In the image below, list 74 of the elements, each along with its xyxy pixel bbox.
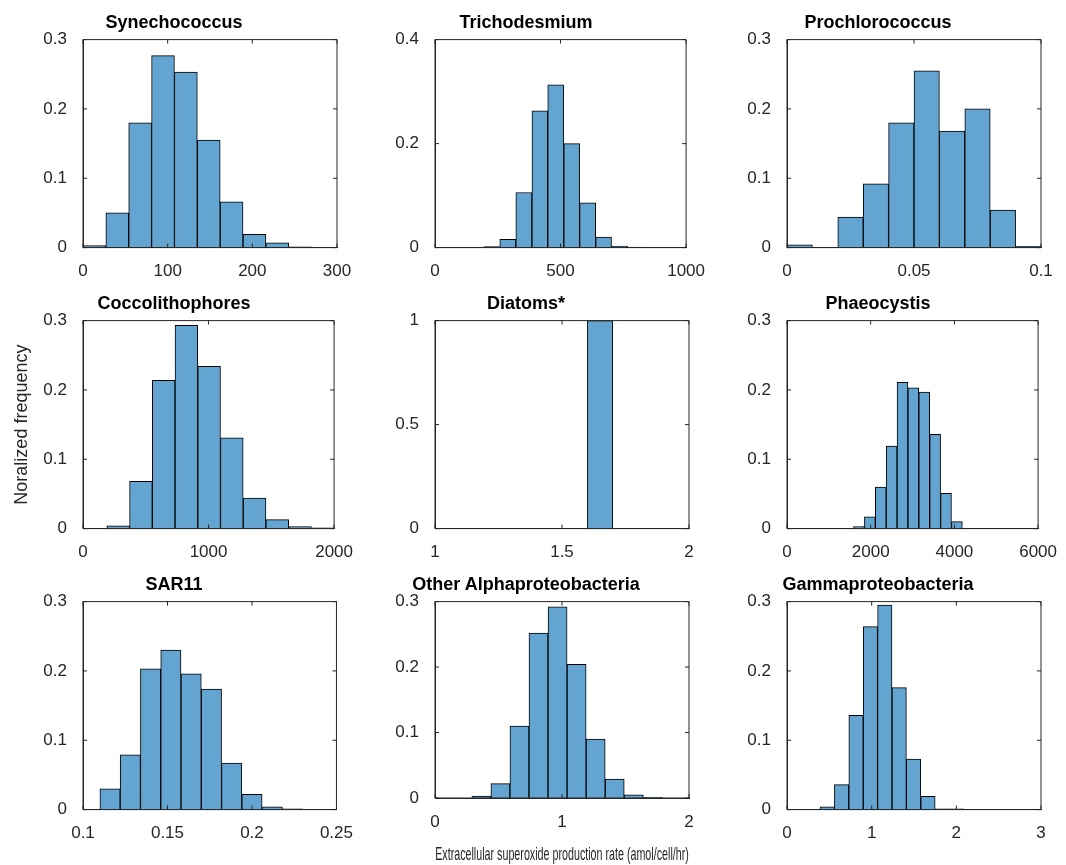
y-tick-label: 0.3 — [43, 591, 67, 611]
x-tick-label: 200 — [238, 261, 267, 281]
chart-title: Prochlorococcus — [804, 11, 952, 32]
x-tick-label: 3 — [1036, 823, 1046, 843]
x-tick-label: 2 — [684, 542, 694, 562]
chart-title: Diatoms* — [486, 292, 566, 313]
x-tick-label: 1 — [557, 811, 567, 831]
y-tick-label: 0.2 — [747, 660, 771, 680]
chart-title: Coccolithophores — [97, 292, 251, 313]
y-tick-label: 0.2 — [43, 660, 67, 680]
x-tick-label: 0 — [782, 261, 792, 281]
x-tick-label: 1 — [866, 823, 877, 843]
x-tick-label: 0.25 — [319, 823, 353, 843]
y-tick-label: 0 — [761, 237, 771, 257]
x-tick-label: 0 — [782, 542, 792, 562]
chart-title: Phaeocystis — [825, 292, 931, 313]
x-tick-label: 1000 — [189, 542, 228, 562]
y-tick-label: 0.2 — [43, 98, 67, 118]
y-tick-label: 0.1 — [395, 722, 419, 742]
y-tick-label: 0.1 — [43, 167, 67, 187]
x-tick-label: 0 — [782, 823, 792, 843]
x-tick-label: 1 — [430, 542, 440, 562]
x-tick-label: 2000 — [851, 542, 890, 562]
x-tick-label: 0 — [430, 811, 440, 831]
y-axis-title: Noralized frequency — [10, 344, 31, 505]
x-tick-label: 2 — [684, 811, 694, 831]
y-tick-label: 0.3 — [43, 29, 67, 49]
x-tick-label: 0.2 — [240, 823, 264, 843]
x-tick-label: 100 — [153, 261, 182, 281]
y-tick-label: 0.4 — [395, 29, 419, 49]
y-tick-label: 0.1 — [43, 448, 67, 468]
y-tick-label: 1 — [409, 310, 419, 330]
y-tick-label: 0.1 — [747, 729, 771, 749]
y-tick-label: 0.2 — [747, 98, 771, 118]
y-tick-label: 0.3 — [395, 591, 419, 611]
y-tick-label: 0.3 — [747, 310, 771, 330]
x-tick-label: 0.1 — [71, 823, 95, 843]
x-tick-label: 6000 — [1019, 542, 1057, 562]
y-tick-label: 0.2 — [395, 656, 419, 676]
y-tick-label: 0.5 — [395, 414, 419, 434]
y-tick-label: 0.2 — [747, 379, 771, 399]
chart-title: Other Alphaproteobacteria — [412, 573, 641, 594]
x-tick-label: 1000 — [667, 261, 705, 281]
x-tick-label: 0 — [78, 542, 88, 562]
y-tick-label: 0.2 — [43, 379, 67, 399]
y-tick-label: 0.1 — [747, 448, 771, 468]
y-tick-label: 0 — [57, 518, 67, 538]
x-tick-label: 0 — [78, 261, 88, 281]
x-axis-title: Extracellular superoxide production rate (amol/cell/hr) — [435, 844, 689, 864]
y-tick-label: 0 — [57, 237, 67, 257]
x-tick-label: 0 — [430, 261, 440, 281]
y-tick-label: 0 — [761, 518, 771, 538]
y-tick-label: 0.1 — [747, 167, 771, 187]
x-tick-label: 2000 — [315, 542, 353, 562]
x-tick-label: 4000 — [935, 542, 974, 562]
x-tick-label: 0.15 — [150, 823, 185, 843]
chart-title: Synechococcus — [105, 11, 243, 32]
x-tick-label: 1.5 — [550, 542, 574, 562]
x-tick-label: 0.05 — [897, 261, 931, 281]
x-tick-label: 500 — [546, 261, 575, 281]
chart-title: SAR11 — [145, 573, 203, 594]
chart-title: Trichodesmium — [459, 11, 593, 32]
y-tick-label: 0 — [409, 787, 419, 807]
y-tick-label: 0 — [409, 237, 419, 257]
y-tick-label: 0.3 — [43, 310, 67, 330]
y-tick-label: 0 — [409, 518, 419, 538]
chart-title: Gammaproteobacteria — [782, 573, 975, 594]
y-tick-label: 0.3 — [747, 29, 771, 49]
y-tick-label: 0.1 — [43, 729, 67, 749]
x-tick-label: 2 — [951, 823, 962, 843]
y-tick-label: 0.3 — [747, 591, 771, 611]
x-tick-label: 0.1 — [1029, 261, 1053, 281]
y-tick-label: 0.2 — [395, 133, 419, 153]
x-tick-label: 300 — [322, 261, 352, 281]
